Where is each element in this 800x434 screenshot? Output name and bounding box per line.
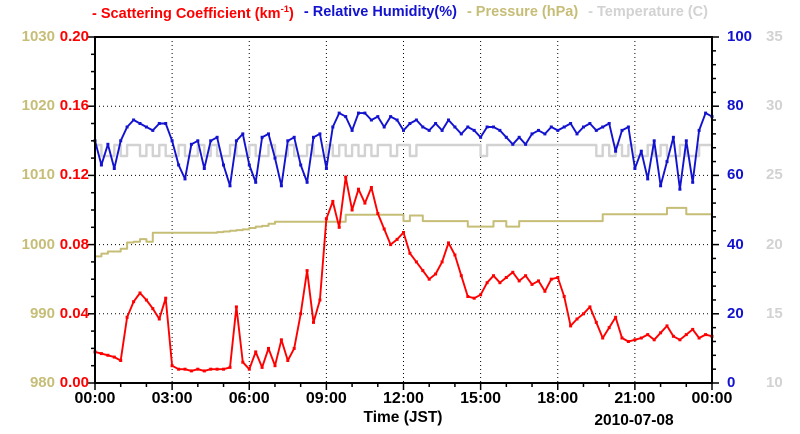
time-axis-tick: 15:00	[460, 390, 502, 407]
time-axis-tick: 00:00	[74, 390, 116, 407]
pressure-axis-tick: 980	[29, 374, 55, 391]
humidity-axis-tick: 80	[727, 97, 744, 115]
scattering-axis-tick: 0.12	[59, 166, 89, 184]
humidity-axis-tick: 40	[727, 235, 744, 253]
temperature-axis-tick: 25	[766, 166, 783, 184]
pressure-axis-tick: 1000	[21, 235, 55, 253]
legend-scattering-sup: -1	[280, 4, 290, 15]
time-axis-tick: 12:00	[383, 390, 424, 407]
pressure-axis-tick: 990	[29, 304, 55, 322]
legend-scattering-close: )	[289, 5, 294, 22]
legend-pressure: - Pressure (hPa)	[466, 4, 579, 20]
temperature-axis-tick: 15	[766, 304, 783, 322]
temperature-axis-tick: 35	[766, 28, 783, 45]
time-axis-tick: 03:00	[151, 390, 193, 407]
temperature-axis-tick: 20	[766, 235, 783, 253]
time-axis-tick: 06:00	[228, 390, 270, 407]
pressure-axis-tick: 1010	[21, 166, 55, 184]
scattering-axis-tick: 0.08	[59, 235, 89, 253]
scattering-axis-tick: 0.04	[59, 304, 89, 322]
time-axis-tick: 09:00	[305, 390, 347, 407]
time-axis-tick: 00:00	[691, 390, 733, 407]
pressure-hpa-line	[95, 206, 712, 258]
temperature-axis-tick: 10	[766, 374, 783, 391]
humidity-axis-tick: 0	[727, 374, 736, 391]
legend-scattering-text: - Scattering Coefficient (km	[92, 5, 281, 22]
humidity-axis-tick: 100	[727, 28, 753, 45]
legend-humidity: - Relative Humidity(%)	[303, 4, 457, 20]
scattering-axis-tick: 0.20	[59, 28, 89, 45]
x-axis-title: Time (JST)	[363, 409, 443, 426]
scattering-axis-tick: 0.00	[59, 374, 89, 391]
pressure-axis-tick: 1030	[21, 28, 55, 45]
humidity-axis-tick: 20	[727, 304, 744, 322]
scattering-axis-tick: 0.16	[59, 97, 89, 115]
date-label: 2010-07-08	[594, 412, 674, 429]
pressure-axis-tick: 1020	[21, 97, 55, 115]
chart-legend: - Scattering Coefficient (km-1) - Relati…	[0, 4, 800, 22]
temperature-c-line	[95, 143, 712, 158]
humidity-axis-tick: 60	[727, 166, 744, 184]
time-axis-tick: 18:00	[537, 390, 579, 407]
time-axis-tick: 21:00	[614, 390, 656, 407]
legend-temperature: - Temperature (C)	[588, 4, 708, 20]
legend-scattering: - Scattering Coefficient (km-1)	[92, 4, 294, 22]
temperature-axis-tick: 30	[766, 97, 783, 115]
